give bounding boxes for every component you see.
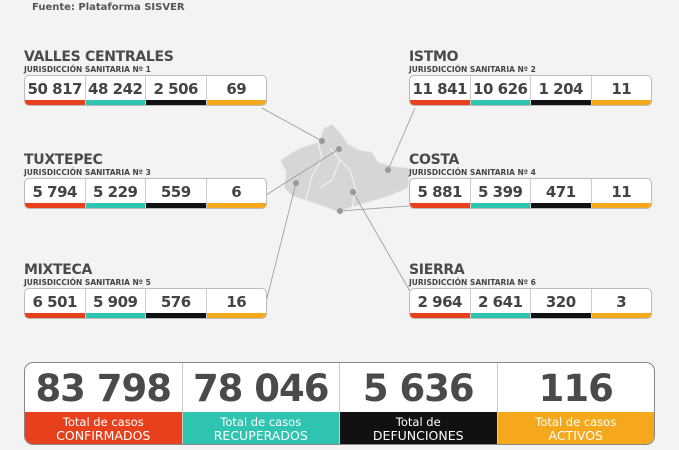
map-point-sierra [350, 189, 356, 195]
activos-value: 3 [591, 289, 652, 318]
map-point-tuxtepec [336, 146, 342, 152]
region-stats: 5 794 5 229 559 6 [24, 178, 267, 209]
total-label: Total de casos [220, 415, 302, 429]
region-name: TUXTEPEC [24, 152, 103, 168]
recuperados-value: 5 909 [85, 289, 146, 318]
region-name: SIERRA [409, 262, 465, 278]
activos-value: 69 [206, 76, 267, 105]
region-sub: JURISDICCIÓN SANITARIA Nº 3 [24, 168, 151, 177]
region-stats: 11 841 10 626 1 204 11 [409, 75, 652, 106]
region-sub: JURISDICCIÓN SANITARIA Nº 4 [409, 168, 536, 177]
region-costa: COSTA JURISDICCIÓN SANITARIA Nº 4 5 881 … [409, 153, 652, 209]
activos-value: 6 [206, 179, 267, 208]
region-sub: JURISDICCIÓN SANITARIA Nº 1 [24, 65, 151, 74]
total-activos: 116 Total de casos ACTIVOS [497, 363, 654, 444]
total-label-bold: CONFIRMADOS [56, 428, 151, 443]
region-mixteca: MIXTECA JURISDICCIÓN SANITARIA Nº 5 6 50… [24, 263, 267, 319]
totals-panel: 83 798 Total de casos CONFIRMADOS 78 046 … [24, 362, 655, 445]
defunciones-value: 576 [146, 289, 207, 318]
region-name: MIXTECA [24, 262, 93, 278]
total-label-bold: DEFUNCIONES [372, 428, 464, 443]
confirmados-value: 11 841 [410, 76, 471, 105]
activos-value: 16 [206, 289, 267, 318]
source-label: Fuente: Plataforma SISVER [32, 2, 185, 13]
recuperados-value: 10 626 [470, 76, 531, 105]
total-defunciones: 5 636 Total de DEFUNCIONES [340, 363, 498, 444]
region-sub: JURISDICCIÓN SANITARIA Nº 2 [409, 65, 536, 74]
map-point-mixteca [293, 180, 299, 186]
defunciones-value: 1 204 [531, 76, 592, 105]
region-sierra: SIERRA JURISDICCIÓN SANITARIA Nº 6 2 964… [409, 263, 652, 319]
total-value: 5 636 [362, 367, 475, 410]
recuperados-value: 5 229 [85, 179, 146, 208]
recuperados-value: 48 242 [85, 76, 146, 105]
map-shape [279, 123, 411, 213]
total-value: 116 [538, 367, 614, 410]
confirmados-value: 50 817 [25, 76, 86, 105]
region-name: ISTMO [409, 49, 459, 65]
total-value: 83 798 [35, 367, 172, 410]
recuperados-value: 5 399 [470, 179, 531, 208]
total-label: Total de [395, 415, 441, 429]
total-recuperados: 78 046 Total de casos RECUPERADOS [182, 363, 340, 444]
activos-value: 11 [591, 76, 652, 105]
region-valles-centrales: VALLES CENTRALES JURISDICCIÓN SANITARIA … [24, 50, 267, 106]
defunciones-value: 320 [531, 289, 592, 318]
region-sub: JURISDICCIÓN SANITARIA Nº 5 [24, 278, 151, 287]
map-point-istmo [385, 167, 391, 173]
total-value: 78 046 [192, 367, 330, 410]
activos-value: 11 [591, 179, 652, 208]
map-point-valles [319, 138, 325, 144]
region-name: VALLES CENTRALES [24, 49, 174, 65]
recuperados-value: 2 641 [470, 289, 531, 318]
map-point-costa [337, 208, 343, 214]
confirmados-value: 5 881 [410, 179, 471, 208]
total-label-bold: ACTIVOS [548, 428, 604, 443]
total-confirmados: 83 798 Total de casos CONFIRMADOS [25, 363, 183, 444]
region-stats: 2 964 2 641 320 3 [409, 288, 652, 319]
total-label: Total de casos [535, 415, 617, 429]
region-stats: 50 817 48 242 2 506 69 [24, 75, 267, 106]
region-stats: 5 881 5 399 471 11 [409, 178, 652, 209]
region-stats: 6 501 5 909 576 16 [24, 288, 267, 319]
region-sub: JURISDICCIÓN SANITARIA Nº 6 [409, 278, 536, 287]
region-name: COSTA [409, 152, 460, 168]
confirmados-value: 5 794 [25, 179, 86, 208]
confirmados-value: 6 501 [25, 289, 86, 318]
total-label: Total de casos [62, 415, 144, 429]
confirmados-value: 2 964 [410, 289, 471, 318]
defunciones-value: 2 506 [146, 76, 207, 105]
defunciones-value: 559 [146, 179, 207, 208]
region-istmo: ISTMO JURISDICCIÓN SANITARIA Nº 2 11 841… [409, 50, 652, 106]
total-label-bold: RECUPERADOS [213, 428, 308, 443]
defunciones-value: 471 [531, 179, 592, 208]
region-tuxtepec: TUXTEPEC JURISDICCIÓN SANITARIA Nº 3 5 7… [24, 153, 267, 209]
